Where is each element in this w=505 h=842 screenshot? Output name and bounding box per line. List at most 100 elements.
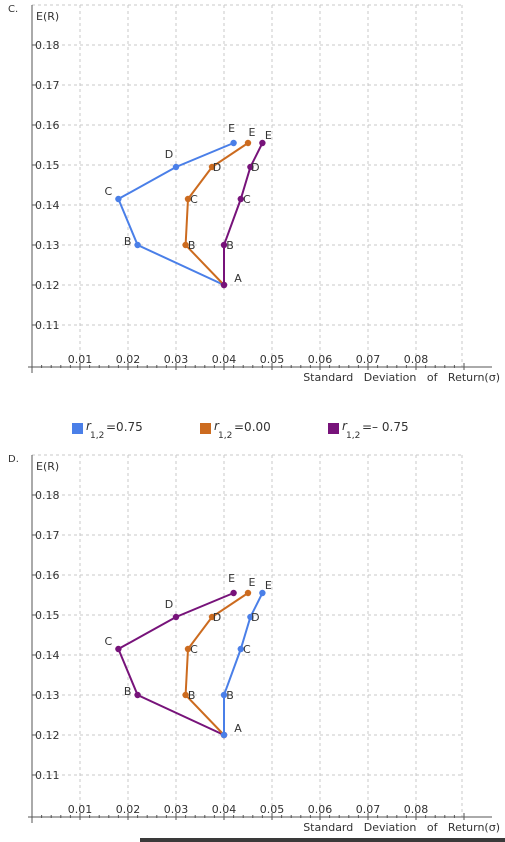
point-label: D — [213, 611, 221, 624]
point-label: C — [243, 193, 251, 206]
data-point — [208, 613, 216, 621]
data-point — [182, 691, 189, 699]
legend-item: r1,2=0.75 — [72, 419, 143, 441]
x-tick-label: 0.01 — [68, 353, 93, 366]
data-point — [172, 613, 180, 621]
point-label: D — [251, 161, 259, 174]
y-tick-label: 0.16 — [35, 119, 60, 132]
x-axis-label: Standard Deviation of Return(σ) — [303, 371, 500, 384]
x-tick-label: 0.05 — [260, 803, 285, 816]
y-tick-label: 0.16 — [35, 569, 60, 582]
y-tick-label: 0.14 — [35, 199, 60, 212]
point-label: C — [243, 643, 251, 656]
data-point — [134, 241, 141, 249]
bottom-scrollbar — [140, 838, 505, 842]
y-tick-label: 0.18 — [35, 489, 60, 502]
point-label: E — [249, 126, 256, 139]
x-tick-label: 0.02 — [116, 803, 141, 816]
data-point — [220, 281, 228, 289]
point-label: C — [105, 185, 113, 198]
y-tick-label: 0.13 — [35, 689, 60, 702]
panel-label: D. — [8, 454, 19, 465]
x-tick-label: 0.06 — [308, 803, 333, 816]
data-point — [172, 163, 180, 171]
data-point — [247, 613, 254, 621]
series-line: B C D E — [220, 129, 272, 289]
x-tick-label: 0.03 — [164, 803, 189, 816]
y-tick-label: 0.18 — [35, 39, 60, 52]
point-label: E — [249, 576, 256, 589]
data-point — [259, 589, 266, 597]
series-line: B C D E — [220, 579, 272, 739]
x-tick-label: 0.01 — [68, 803, 93, 816]
legend-swatch — [200, 423, 211, 434]
legend-panel-c: r1,2=0.75 r1,2=0.00 r1,2=– 0.75 — [72, 419, 409, 441]
data-point — [230, 589, 237, 597]
legend-symbol: r — [342, 419, 348, 433]
point-label: C — [190, 643, 198, 656]
x-tick-label: 0.03 — [164, 353, 189, 366]
legend-symbol: r — [214, 419, 220, 433]
data-point — [244, 589, 252, 597]
data-point — [220, 691, 228, 699]
point-label: A — [234, 722, 242, 735]
point-label: C — [190, 193, 198, 206]
point-label: D — [165, 148, 173, 161]
point-label: D — [251, 611, 259, 624]
y-tick-label: 0.15 — [35, 609, 60, 622]
data-point — [115, 645, 122, 653]
data-point — [115, 195, 122, 203]
legend-subscript: 1,2 — [218, 431, 232, 441]
series-line: A B C D E — [105, 572, 242, 739]
data-point — [237, 195, 244, 203]
x-tick-label: 0.08 — [404, 353, 429, 366]
legend-text: =– 0.75 — [362, 420, 409, 434]
legend-item: r1,2=– 0.75 — [328, 419, 409, 441]
point-label: E — [265, 579, 272, 592]
point-label: E — [228, 122, 235, 135]
legend-item: r1,2=0.00 — [200, 419, 271, 441]
legend-text: =0.75 — [106, 420, 143, 434]
legend-subscript: 1,2 — [346, 431, 360, 441]
legend-subscript: 1,2 — [90, 431, 104, 441]
point-label: B — [226, 239, 234, 252]
legend-symbol: r — [86, 419, 92, 433]
y-tick-label: 0.15 — [35, 159, 60, 172]
y-axis-label: E(R) — [36, 460, 59, 473]
point-label: E — [228, 572, 235, 585]
data-point — [184, 195, 192, 203]
chart-panel-c: C. 0.11 0.12 0.13 0.14 0.15 0.16 0.17 0.18 0.01 0.… — [8, 4, 500, 384]
series-line: B C D E — [182, 126, 256, 289]
y-tick-label: 0.12 — [35, 729, 60, 742]
x-tick-label: 0.06 — [308, 353, 333, 366]
point-label: B — [124, 685, 132, 698]
data-point — [237, 645, 244, 653]
x-tick-label: 0.05 — [260, 353, 285, 366]
y-tick-label: 0.14 — [35, 649, 60, 662]
y-tick-label: 0.12 — [35, 279, 60, 292]
series-line: B C D E — [182, 576, 256, 739]
x-tick-label: 0.02 — [116, 353, 141, 366]
y-tick-label: 0.13 — [35, 239, 60, 252]
point-label: C — [105, 635, 113, 648]
data-point — [220, 731, 228, 739]
data-point — [247, 163, 254, 171]
x-axis-label: Standard Deviation of Return(σ) — [303, 821, 500, 834]
chart-panel-d: D. 0.11 0.12 0.13 0.14 0.15 0.16 0.17 0.18 0.01 0.… — [8, 454, 500, 834]
point-label: B — [124, 235, 132, 248]
x-tick-label: 0.04 — [212, 803, 237, 816]
data-point — [184, 645, 192, 653]
data-point — [259, 139, 266, 147]
x-tick-label: 0.07 — [356, 353, 381, 366]
data-point — [220, 241, 228, 249]
y-tick-label: 0.11 — [35, 769, 60, 782]
y-tick-label: 0.17 — [35, 79, 60, 92]
data-point — [182, 241, 189, 249]
point-label: B — [188, 689, 196, 702]
point-label: D — [165, 598, 173, 611]
legend-swatch — [72, 423, 83, 434]
point-label: B — [226, 689, 234, 702]
x-tick-label: 0.04 — [212, 353, 237, 366]
legend-swatch — [328, 423, 339, 434]
